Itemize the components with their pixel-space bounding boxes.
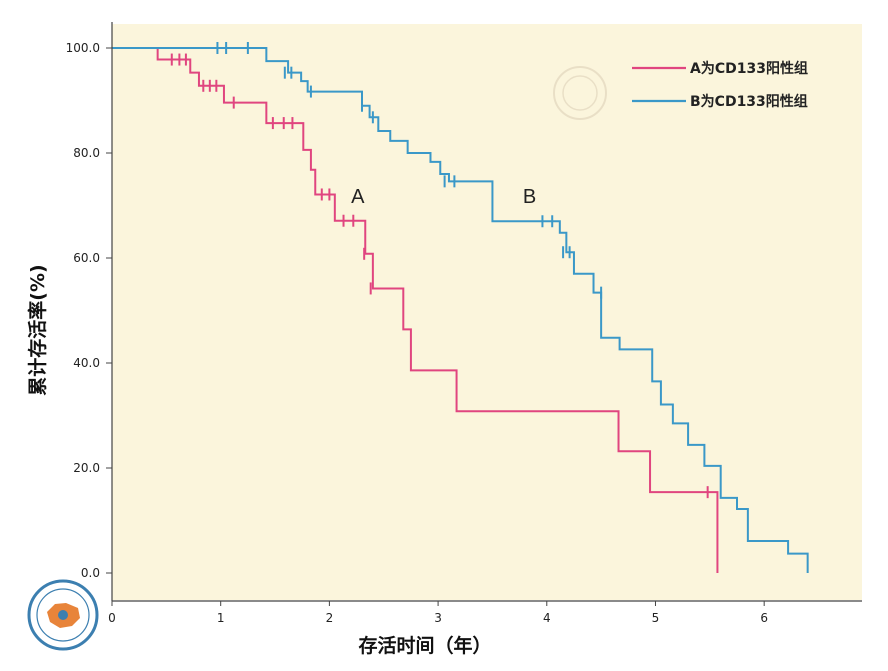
y-tick-label: 40.0	[73, 356, 100, 370]
curve-label-b: B	[523, 186, 536, 208]
legend-label: A为CD133阳性组	[690, 60, 808, 77]
legend-label: B为CD133阳性组	[690, 93, 808, 110]
x-tick-label: 5	[652, 611, 660, 625]
x-tick-label: 6	[760, 611, 768, 625]
y-tick-label: 100.0	[66, 41, 100, 55]
y-axis-title: 累计存活率(%)	[26, 264, 49, 395]
x-tick-label: 0	[108, 611, 116, 625]
x-axis-title: 存活时间（年）	[358, 634, 491, 657]
y-tick-label: 0.0	[81, 566, 100, 580]
society-logo	[27, 579, 99, 651]
plot-background	[112, 24, 862, 600]
y-tick-label: 80.0	[73, 146, 100, 160]
y-tick-label: 60.0	[73, 251, 100, 265]
x-tick-label: 3	[434, 611, 442, 625]
x-tick-label: 4	[543, 611, 551, 625]
legend: A为CD133阳性组 B为CD133阳性组	[632, 60, 808, 110]
survival-curve-a	[112, 47, 719, 573]
y-tick-label: 20.0	[73, 461, 100, 475]
x-tick-label: 1	[217, 611, 225, 625]
x-tick-label: 2	[326, 611, 334, 625]
watermark-seal	[553, 66, 607, 120]
curve-label-a: A	[351, 186, 365, 208]
